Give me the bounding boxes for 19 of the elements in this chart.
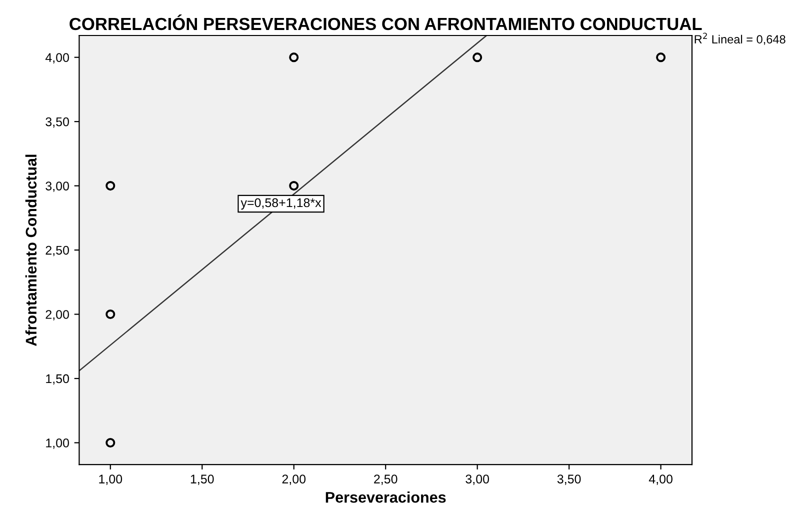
- x-tick-label: 2,00: [282, 474, 306, 485]
- y-tick-label: 2,00: [46, 310, 69, 320]
- x-tick-label: 2,50: [374, 474, 398, 485]
- y-tick-label: 2,50: [46, 246, 69, 256]
- y-tick-label: 3,00: [46, 182, 69, 192]
- x-tick-label: 3,00: [466, 474, 490, 485]
- x-axis-title: Perseveraciones: [326, 492, 446, 503]
- text: R$^{2}$ Lineal = 0,648: [694, 32, 786, 45]
- y-tick-label: 1,00: [46, 438, 69, 449]
- x-tick-label: 1,00: [99, 474, 122, 485]
- chart-title: CORRELACIÓN PERSEVERACIONES CON AFRONTAMIENTO CONDUCTUAL: [70, 14, 702, 30]
- x-tick-label: 1,50: [190, 474, 214, 485]
- y-tick-label: 3,50: [46, 117, 69, 128]
- annotation: y=0,58+1,18*x: [240, 198, 322, 210]
- x-tick-label: 4,00: [648, 474, 672, 485]
- y-tick-label: 1,50: [46, 374, 69, 385]
- y-axis-title: Afrontamiento Conductual: [25, 154, 37, 346]
- y-tick-label: 4,00: [45, 53, 69, 64]
- x-tick-label: 3,50: [557, 474, 581, 485]
